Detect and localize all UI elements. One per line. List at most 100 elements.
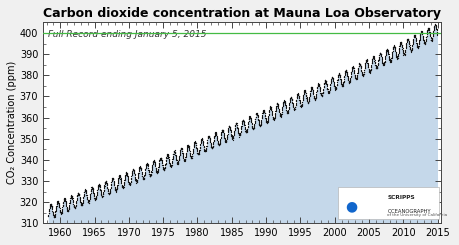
Point — [102, 181, 110, 185]
Point — [78, 201, 86, 205]
Point — [77, 201, 84, 205]
Point — [229, 137, 236, 141]
Point — [248, 126, 256, 130]
Point — [74, 192, 81, 196]
Point — [372, 66, 380, 70]
Point — [116, 175, 123, 179]
Point — [242, 130, 249, 134]
Point — [81, 188, 88, 192]
Point — [168, 160, 175, 164]
Point — [300, 90, 307, 94]
Point — [130, 169, 137, 173]
Point — [95, 183, 102, 186]
Point — [97, 189, 104, 193]
Point — [106, 188, 113, 192]
Point — [45, 214, 52, 218]
Point — [67, 198, 74, 202]
Point — [266, 105, 274, 109]
Point — [350, 69, 357, 73]
Point — [393, 56, 400, 60]
Point — [397, 44, 405, 48]
Point — [386, 59, 393, 63]
Point — [121, 174, 129, 178]
Point — [260, 109, 267, 113]
Point — [283, 111, 291, 115]
Point — [169, 154, 176, 158]
Point — [280, 100, 288, 104]
Point — [372, 66, 380, 70]
Point — [209, 139, 217, 143]
Point — [134, 175, 141, 179]
Point — [197, 137, 205, 141]
Point — [192, 146, 200, 149]
Point — [391, 47, 398, 51]
Point — [47, 204, 55, 208]
Point — [107, 183, 114, 187]
Point — [274, 107, 282, 110]
Point — [232, 121, 239, 125]
Point — [175, 153, 183, 157]
Point — [231, 122, 239, 126]
Point — [249, 126, 257, 130]
Point — [48, 205, 56, 208]
Point — [408, 43, 415, 47]
Point — [84, 197, 91, 201]
Text: OCEANOGRAPHY: OCEANOGRAPHY — [386, 209, 430, 214]
Point — [274, 104, 281, 108]
Point — [204, 136, 211, 140]
Point — [87, 192, 94, 196]
Point — [51, 212, 58, 216]
Point — [311, 97, 318, 101]
Point — [431, 23, 438, 27]
Point — [316, 91, 324, 95]
Point — [62, 201, 70, 205]
Point — [56, 208, 63, 212]
Point — [397, 46, 405, 49]
Point — [47, 202, 55, 206]
Point — [230, 134, 237, 137]
Point — [382, 48, 390, 51]
Point — [310, 98, 318, 102]
Point — [276, 113, 283, 117]
Point — [162, 156, 170, 159]
Point — [308, 87, 315, 91]
Point — [232, 121, 240, 125]
Point — [233, 125, 241, 129]
Point — [389, 44, 397, 48]
Point — [302, 93, 309, 97]
Point — [355, 62, 363, 66]
Point — [283, 110, 290, 113]
Point — [155, 163, 162, 167]
Point — [191, 140, 198, 144]
Point — [91, 196, 98, 199]
Point — [48, 204, 56, 208]
Point — [344, 80, 352, 84]
Point — [112, 188, 119, 192]
Point — [285, 99, 293, 103]
Point — [113, 185, 121, 189]
Point — [285, 100, 293, 104]
Point — [54, 199, 62, 203]
Point — [88, 185, 95, 189]
Point — [303, 100, 311, 104]
Point — [61, 196, 68, 200]
Point — [389, 44, 397, 48]
Point — [159, 167, 167, 171]
Point — [351, 76, 358, 80]
Point — [368, 59, 375, 62]
Point — [80, 190, 88, 194]
Point — [107, 182, 114, 186]
Point — [214, 143, 222, 147]
Point — [383, 50, 391, 54]
Point — [382, 48, 390, 52]
Point — [252, 111, 259, 115]
Point — [176, 149, 184, 153]
Point — [147, 169, 155, 173]
Point — [398, 48, 405, 52]
Point — [200, 147, 207, 150]
Point — [213, 135, 220, 139]
Point — [334, 73, 341, 76]
Point — [391, 50, 398, 54]
Point — [282, 105, 289, 109]
Point — [358, 73, 366, 77]
